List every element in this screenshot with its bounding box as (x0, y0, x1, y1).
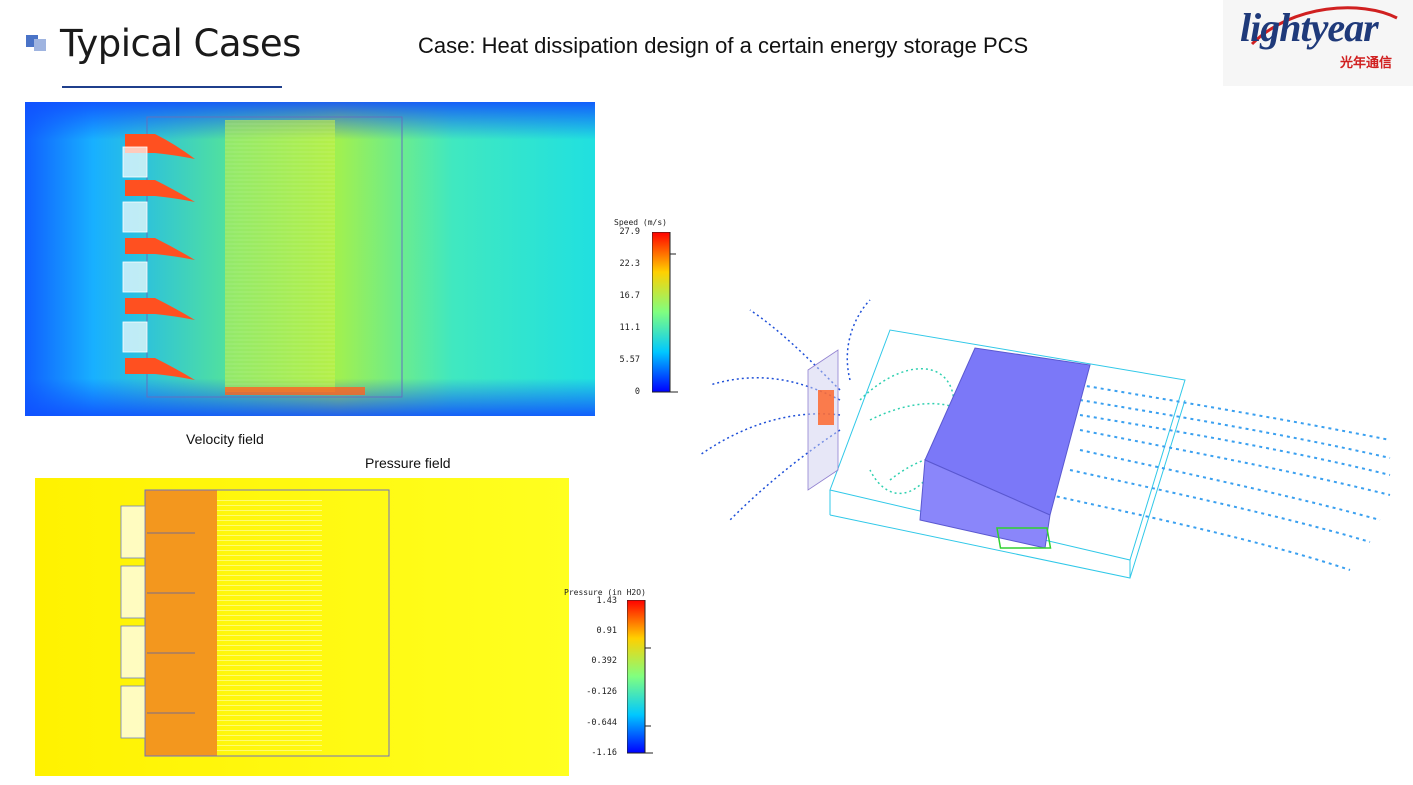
velocity-tick: 16.7 (619, 291, 640, 301)
velocity-tick: 27.9 (619, 227, 640, 237)
pressure-legend-title: Pressure (in H2O) (564, 588, 646, 597)
pressure-tick: -0.644 (586, 718, 617, 728)
logo-brand-text: lightyear (1240, 5, 1379, 50)
velocity-colorbar (652, 232, 678, 393)
title-underline (62, 86, 282, 88)
pressure-tick: 0.392 (591, 656, 617, 666)
velocity-caption: Velocity field (186, 431, 264, 447)
velocity-legend-title: Speed (m/s) (614, 218, 667, 227)
page-title: Typical Cases (60, 22, 301, 65)
pressure-tick: 1.43 (596, 596, 617, 606)
velocity-tick: 5.57 (619, 355, 640, 365)
streamline-3d-plot (699, 299, 1391, 579)
pressure-tick: -0.126 (586, 687, 617, 697)
case-subtitle: Case: Heat dissipation design of a certa… (418, 33, 1029, 58)
pressure-caption: Pressure field (365, 455, 451, 471)
velocity-tick: 22.3 (619, 259, 640, 269)
pressure-tick: 0.91 (596, 626, 617, 636)
velocity-tick: 11.1 (619, 323, 640, 333)
velocity-field-plot (25, 102, 595, 416)
title-bullet-icon (26, 33, 50, 53)
velocity-tick: 0 (634, 387, 640, 397)
pressure-colorbar (627, 600, 653, 754)
logo-brand-subtext: 光年通信 (1340, 56, 1393, 71)
logo-swoosh-icon (1250, 6, 1398, 46)
pressure-field-plot (35, 478, 569, 776)
pressure-tick: -1.16 (591, 748, 617, 758)
